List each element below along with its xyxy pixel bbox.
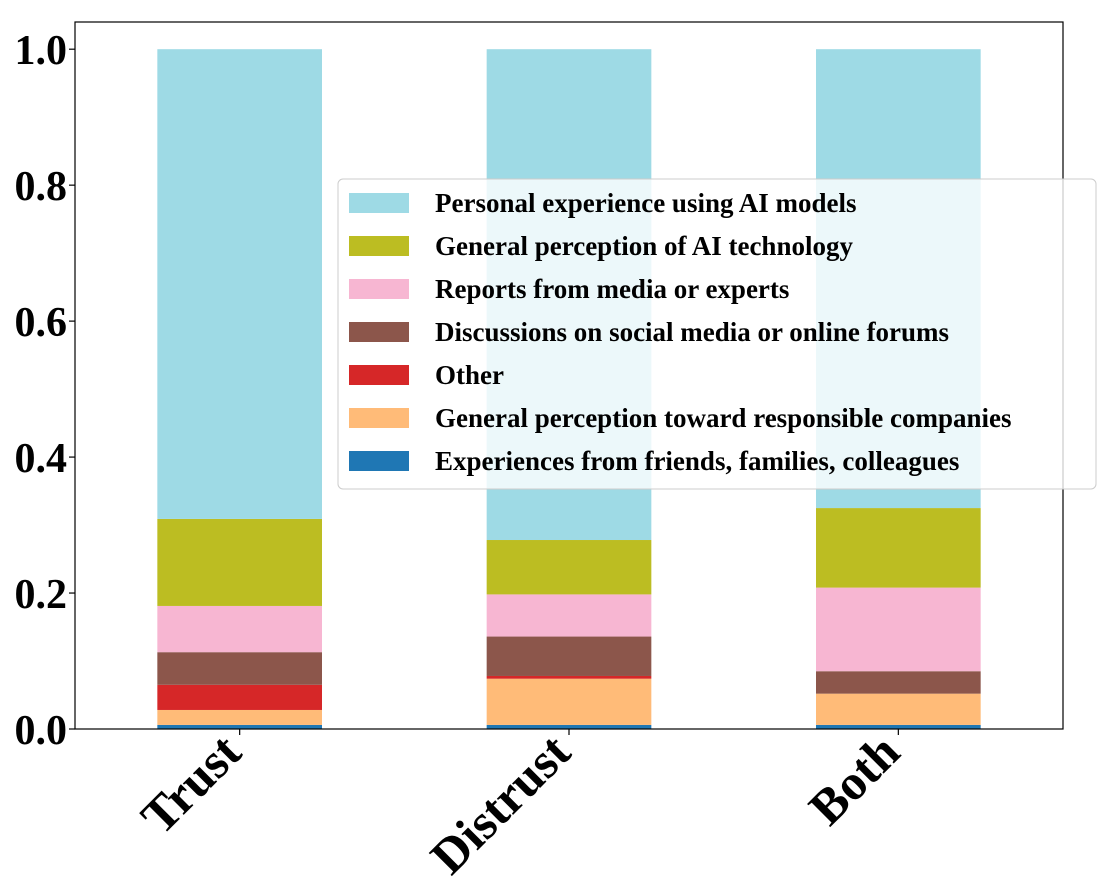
x-tick-label-distrust: Distrust [419, 723, 581, 879]
y-tick-label: 0.0 [15, 708, 68, 754]
y-tick-label: 0.2 [15, 572, 68, 618]
bar-segment-trust-3 [157, 652, 322, 685]
legend-swatch [349, 451, 409, 471]
bar-segment-trust-6 [157, 49, 322, 519]
bar-segment-trust-5 [157, 518, 322, 606]
legend-label: Reports from media or experts [435, 274, 789, 304]
bar-segment-both-0 [816, 724, 981, 729]
bar-segment-distrust-0 [486, 724, 652, 729]
bar-segment-trust-4 [157, 605, 322, 653]
bar-segment-both-5 [816, 508, 981, 588]
bar-segment-distrust-5 [486, 540, 652, 595]
bar-segment-both-3 [816, 671, 981, 694]
legend-swatch [349, 322, 409, 342]
legend: Personal experience using AI models Gener… [337, 178, 1097, 490]
bar-segment-trust-2 [157, 684, 322, 710]
bar-segment-both-1 [816, 693, 981, 725]
legend-box [337, 178, 1097, 490]
bar-segment-distrust-4 [486, 594, 652, 637]
legend-swatch [349, 365, 409, 385]
y-tick-label: 0.4 [15, 436, 68, 482]
legend-swatch [349, 193, 409, 213]
legend-label: General perception toward responsible co… [435, 403, 1011, 433]
bar-segment-distrust-3 [486, 636, 652, 676]
legend-label: Discussions on social media or online fo… [435, 317, 949, 347]
y-tick-label: 1.0 [15, 28, 68, 74]
y-tick-label: 0.6 [15, 300, 68, 346]
legend-label: Personal experience using AI models [435, 188, 856, 218]
bar-segment-distrust-2 [486, 675, 652, 679]
bar-segment-distrust-1 [486, 678, 652, 725]
legend-label: Other [435, 360, 504, 390]
x-tick-label-trust: Trust [130, 723, 252, 845]
legend-swatch [349, 236, 409, 256]
legend-label: Experiences from friends, families, coll… [435, 446, 959, 476]
legend-label: General perception of AI technology [435, 231, 853, 261]
legend-swatch [349, 279, 409, 299]
bar-segment-both-4 [816, 587, 981, 672]
bar-segment-trust-0 [157, 724, 322, 729]
legend-swatch [349, 408, 409, 428]
x-tick-label-both: Both [798, 723, 910, 835]
bar-segment-trust-1 [157, 709, 322, 725]
y-tick-label: 0.8 [15, 164, 68, 210]
